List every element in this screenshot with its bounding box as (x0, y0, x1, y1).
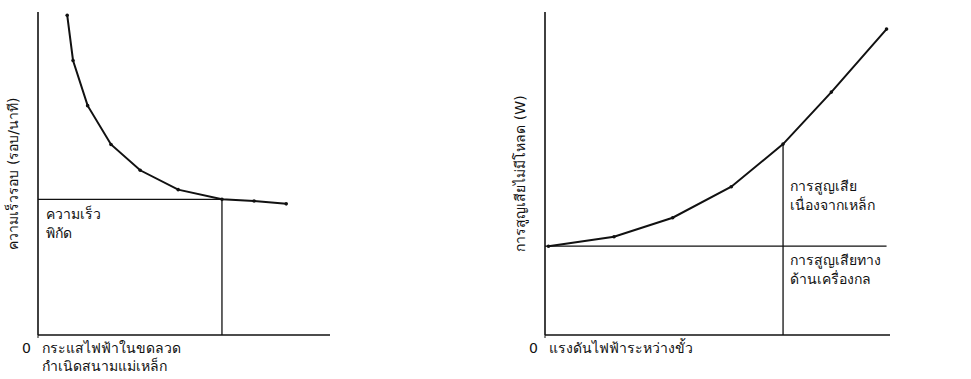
curve-point (612, 235, 616, 239)
x-axis (545, 334, 890, 336)
curve-point (71, 59, 75, 63)
x-axis-title: กระแสไฟฟ้าในขดลวดกำเนิดสนามแม่เหล็ก (42, 340, 181, 374)
text-line: กระแสไฟฟ้าในขดลวด (42, 340, 181, 356)
curve-point (885, 27, 889, 31)
x-tick (38, 335, 39, 338)
curve-point (671, 216, 675, 220)
curve-point (138, 168, 142, 172)
text-line: แรงดันไฟฟ้าระหว่างขั้ว (549, 338, 693, 356)
x-axis (38, 334, 330, 336)
curve-point (220, 198, 224, 202)
y-axis-title: ความเร็วรอบ (รอบ/นาที) (4, 97, 21, 249)
iron-loss-label: การสูญเสียเนื่องจากเหล็ก (790, 178, 875, 213)
plot-area (65, 13, 288, 205)
text-line: กำเนิดสนามแม่เหล็ก (42, 357, 167, 374)
y-axis (544, 12, 546, 335)
text-line: เนื่องจากเหล็ก (790, 196, 875, 213)
plot-area (547, 27, 889, 248)
x-tick-label: 0 (22, 340, 31, 356)
curve-point (109, 143, 113, 147)
curve-point (176, 188, 180, 192)
curve-point (781, 142, 785, 146)
curve (548, 29, 886, 246)
text-line: ความเร็ว (46, 205, 101, 222)
figure: 0 ความเร็วรอบ (รอบ/นาที) กระแสไฟฟ้าในขดลวด… (0, 0, 971, 379)
curve-point (86, 104, 90, 108)
curve-point (730, 185, 734, 189)
curve-point (65, 13, 69, 17)
x-tick-label: 0 (529, 340, 538, 356)
text-line: การสูญเสียทาง (790, 252, 881, 269)
curve-point (252, 199, 256, 203)
y-axis-title: การสูญเสียไม่มีโหลด (W) (512, 95, 529, 251)
mechanical-loss-label: การสูญเสียทางด้านเครื่องกล (790, 252, 881, 287)
curve-point (547, 244, 551, 248)
rated-speed-line (38, 199, 222, 200)
curve (67, 15, 286, 204)
text-line: ด้านเครื่องกล (790, 270, 871, 287)
text-line: พิกัด (46, 225, 72, 241)
rated-voltage-line (782, 144, 783, 335)
curve-point (284, 202, 288, 206)
x-tick (545, 335, 546, 338)
mechanical-loss-line (545, 246, 887, 247)
curve-point (830, 90, 834, 94)
panel-1: 0 การสูญเสียไม่มีโหลด (W) (512, 12, 890, 356)
x-axis-title: แรงดันไฟฟ้าระหว่างขั้ว (549, 338, 693, 356)
rated-current-line (221, 199, 222, 335)
panel-0: 0 ความเร็วรอบ (รอบ/นาที) (4, 12, 330, 356)
rated-label: ความเร็วพิกัด (46, 205, 101, 241)
text-line: การสูญเสีย (790, 178, 857, 195)
y-axis (37, 12, 39, 335)
